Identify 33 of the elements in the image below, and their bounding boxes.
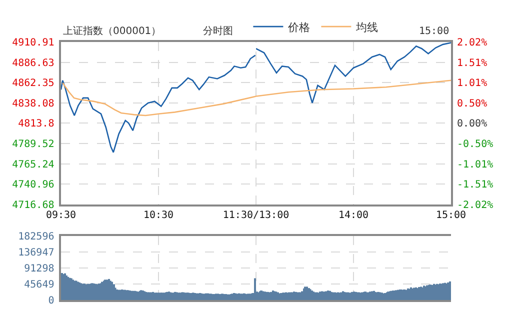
y-tick-label: 4765.24 <box>12 159 54 170</box>
text: 1.01% <box>457 78 488 90</box>
text: 1.51% <box>457 58 488 70</box>
y-tick-label: 136947 <box>18 247 54 258</box>
y-tick-label: 182596 <box>18 231 54 242</box>
chart-subtitle: 分时图 <box>203 25 233 37</box>
y-tick-label: 91298 <box>24 263 54 274</box>
y-tick-label: 4838.08 <box>12 98 54 110</box>
x-tick-label: 11:30/13:00 <box>222 210 290 222</box>
text: 0.00% <box>457 118 488 130</box>
text: 15:00 <box>419 26 450 37</box>
text: -1.51% <box>457 179 494 190</box>
y-tick-label: 0 <box>48 296 54 306</box>
x-tick-label: 15:00 <box>436 210 466 222</box>
y-tick-label: 4886.63 <box>12 58 54 69</box>
y-tick-label: 4862.35 <box>12 78 54 90</box>
text: -2.02% <box>457 200 494 211</box>
chart-title: 上证指数（000001） <box>63 25 162 37</box>
text: -0.50% <box>457 138 494 150</box>
text: 0.50% <box>457 98 488 110</box>
y-tick-label: 4910.91 <box>12 38 54 48</box>
y-tick-label: 45649 <box>24 280 54 290</box>
text: -1.01% <box>457 159 494 170</box>
text: 2.02% <box>457 38 488 48</box>
y-tick-label: 4740.96 <box>12 180 54 191</box>
legend-label: 均线 <box>355 20 378 34</box>
x-tick-label: 10:30 <box>143 210 174 222</box>
y-tick-label: 4716.68 <box>12 200 54 211</box>
y-tick-label: 4789.52 <box>12 139 54 150</box>
x-tick-label: 09:30 <box>46 210 76 222</box>
y-tick-label: 4813.8 <box>18 118 54 130</box>
legend-label: 价格 <box>287 20 310 34</box>
x-tick-label: 14:00 <box>338 210 369 222</box>
